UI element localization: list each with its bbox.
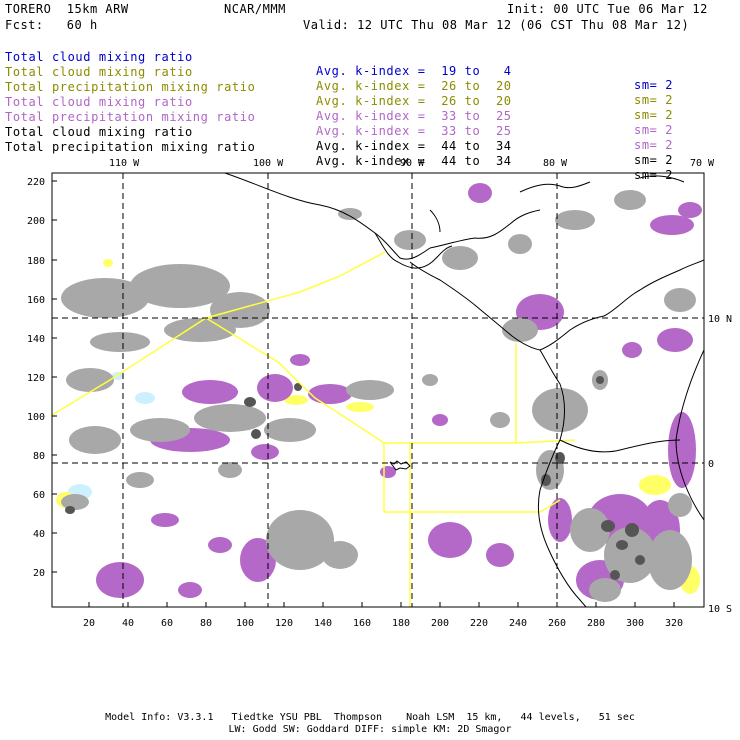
model-info-line2: LW: Godd SW: Goddard DIFF: simple KM: 2D… — [228, 724, 512, 735]
lat-label: 10 N — [708, 314, 732, 325]
y-tick-label: 80 — [33, 451, 45, 462]
legend-kindex: Avg. k-index = 33 to 25 — [316, 109, 512, 123]
legend-field: Total precipitation mixing ratio — [5, 110, 256, 124]
x-tick-label: 120 — [275, 618, 293, 629]
legend-field: Total cloud mixing ratio — [5, 95, 193, 109]
legend-kindex: Avg. k-index = 19 to 4 — [316, 64, 512, 78]
model-info-line1: Model Info: V3.3.1 Tiedtke YSU PBL Thomp… — [105, 712, 635, 723]
y-tick-label: 100 — [27, 412, 45, 423]
lon-label: 90 W — [400, 158, 425, 169]
x-tick-label: 20 — [83, 618, 95, 629]
y-tick-label: 160 — [27, 295, 45, 306]
forecast-hour: Fcst: 60 h — [5, 18, 98, 32]
x-tick-label: 240 — [509, 618, 527, 629]
legend-kindex: Avg. k-index = 33 to 25 — [316, 124, 512, 138]
domain-boundary — [52, 251, 576, 607]
lon-label: 100 W — [253, 158, 284, 169]
legend-row: Total precipitation mixing ratio Avg. k-… — [5, 126, 673, 196]
graticule — [52, 173, 704, 607]
x-axis-ticks: 20 40 60 80 100 120 140 160 180 200 220 … — [83, 618, 683, 629]
x-tick-label: 300 — [626, 618, 644, 629]
legend-smoothing: sm= 2 — [634, 138, 674, 152]
init-time: Init: 00 UTC Tue 06 Mar 12 — [507, 2, 708, 16]
x-tick-label: 140 — [314, 618, 332, 629]
model-title: TORERO 15km ARW — [5, 2, 129, 16]
lon-label: 70 W — [690, 158, 715, 169]
legend-smoothing: sm= 2 — [634, 93, 674, 107]
y-tick-label: 200 — [27, 216, 45, 227]
y-tick-label: 20 — [33, 568, 45, 579]
legend-kindex: Avg. k-index = 26 to 20 — [316, 79, 512, 93]
legend-field: Total cloud mixing ratio — [5, 50, 193, 64]
legend-kindex: Avg. k-index = 44 to 34 — [316, 154, 512, 168]
legend-smoothing: sm= 2 — [634, 168, 674, 182]
x-tick-label: 180 — [392, 618, 410, 629]
x-tick-label: 220 — [470, 618, 488, 629]
legend-row: Total cloud mixing ratio Avg. k-index = … — [5, 111, 673, 181]
y-tick-label: 120 — [27, 373, 45, 384]
y-tick-label: 140 — [27, 334, 45, 345]
legend-kindex: Avg. k-index = 26 to 20 — [316, 94, 512, 108]
lon-label: 110 W — [109, 158, 140, 169]
valid-time: Valid: 12 UTC Thu 08 Mar 12 (06 CST Thu … — [303, 18, 690, 32]
legend-smoothing: sm= 2 — [634, 78, 674, 92]
x-tick-label: 160 — [353, 618, 371, 629]
frame-ticks — [52, 180, 675, 607]
y-axis-ticks: 220 200 180 160 140 120 100 80 60 40 20 — [27, 177, 45, 579]
lat-label: 10 S — [708, 604, 732, 615]
x-tick-label: 320 — [665, 618, 683, 629]
legend-field: Total precipitation mixing ratio — [5, 80, 256, 94]
legend-smoothing: sm= 2 — [634, 123, 674, 137]
legend-row: Total precipitation mixing ratio Avg. k-… — [5, 96, 673, 166]
x-tick-label: 200 — [431, 618, 449, 629]
legend-row: Total cloud mixing ratio Avg. k-index = … — [5, 36, 673, 106]
y-tick-label: 180 — [27, 256, 45, 267]
dark-cloud-core — [65, 376, 645, 580]
x-tick-label: 80 — [200, 618, 212, 629]
x-tick-label: 40 — [122, 618, 134, 629]
coastline — [224, 173, 704, 607]
grey-cloud-field — [61, 190, 696, 602]
y-tick-label: 40 — [33, 529, 45, 540]
legend-kindex: Avg. k-index = 44 to 34 — [316, 139, 512, 153]
legend-row: Total cloud mixing ratio Avg. k-index = … — [5, 51, 673, 121]
x-tick-label: 100 — [236, 618, 254, 629]
x-tick-label: 60 — [161, 618, 173, 629]
legend-row: Total cloud mixing ratio Avg. k-index = … — [5, 81, 673, 151]
x-tick-label: 280 — [587, 618, 605, 629]
center-name: NCAR/MMM — [224, 2, 286, 16]
legend-field: Total cloud mixing ratio — [5, 125, 193, 139]
legend-smoothing: sm= 2 — [634, 153, 674, 167]
y-tick-label: 220 — [27, 177, 45, 188]
x-tick-label: 260 — [548, 618, 566, 629]
lon-label: 80 W — [543, 158, 568, 169]
legend-field: Total cloud mixing ratio — [5, 65, 193, 79]
legend-field: Total precipitation mixing ratio — [5, 140, 256, 154]
map-frame — [51, 172, 705, 608]
legend-smoothing: sm= 2 — [634, 108, 674, 122]
legend-row: Total precipitation mixing ratio Avg. k-… — [5, 66, 673, 136]
lat-label: 0 — [708, 459, 714, 470]
y-tick-label: 60 — [33, 490, 45, 501]
